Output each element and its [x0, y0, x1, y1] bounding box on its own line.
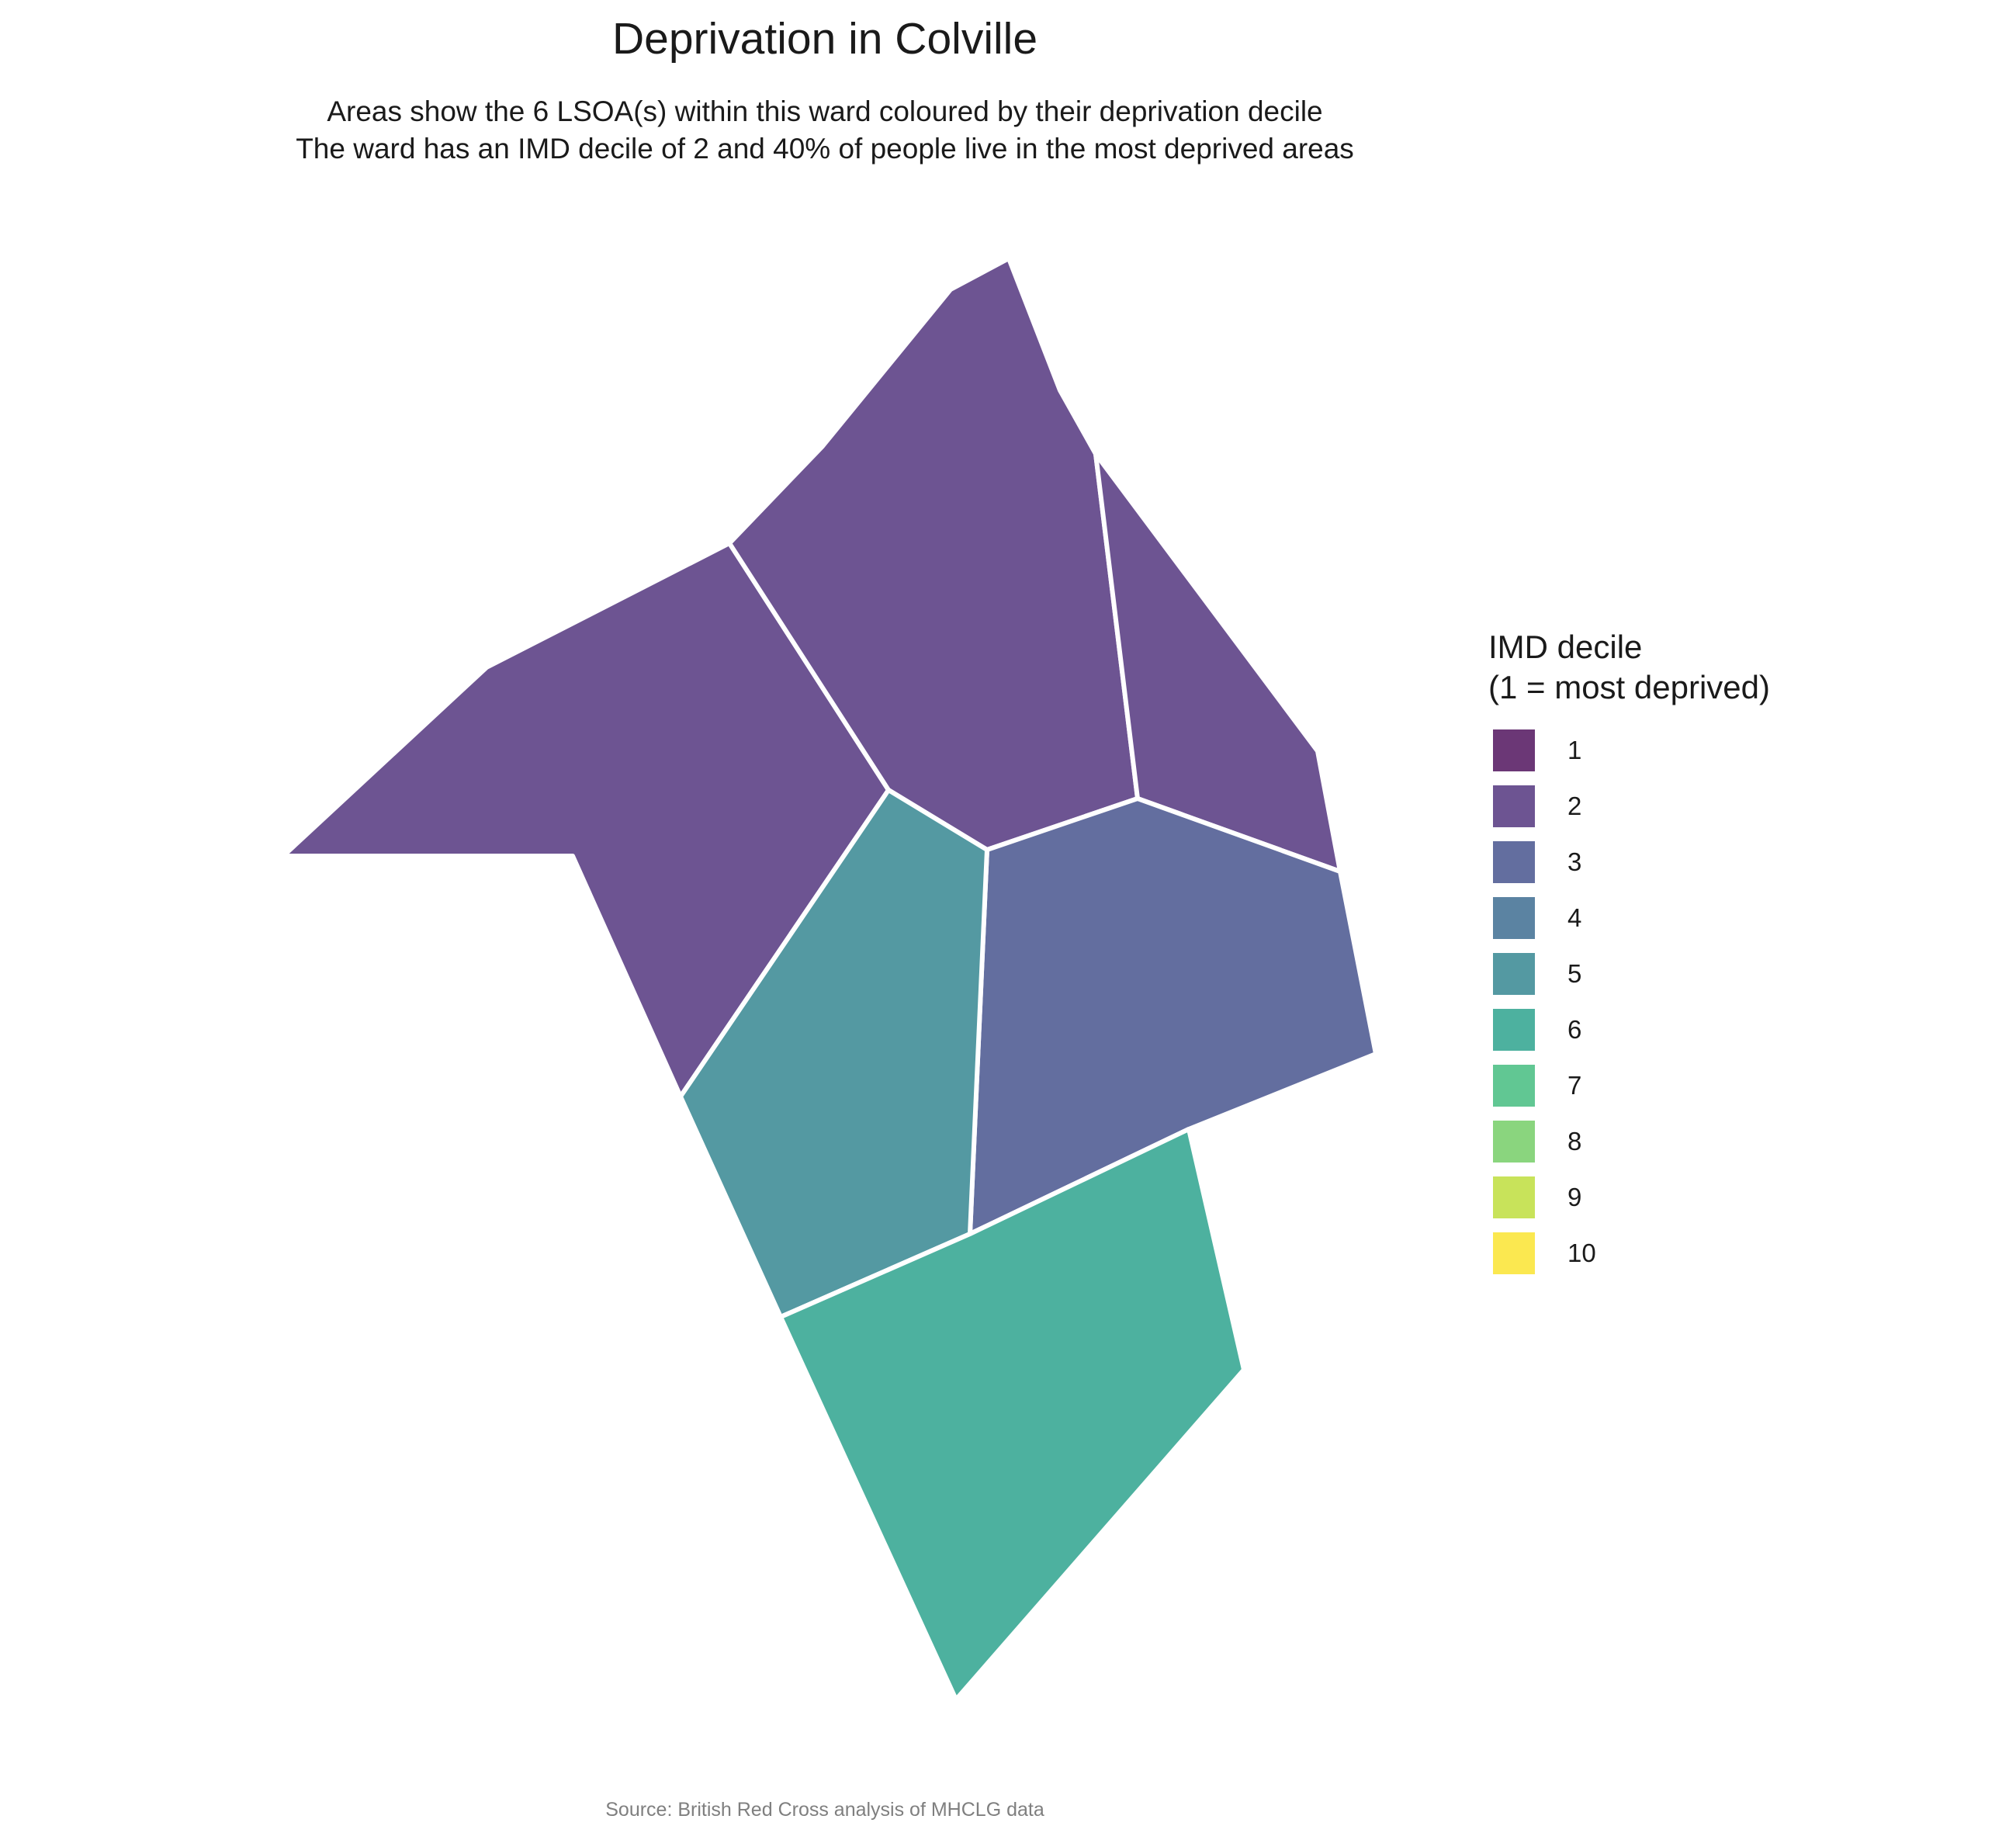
- legend-swatch: [1493, 1065, 1535, 1107]
- legend-label: 7: [1567, 1071, 1582, 1100]
- legend-item-10: 10: [1488, 1232, 1770, 1288]
- legend-item-6: 6: [1488, 1009, 1770, 1065]
- legend-label: 6: [1567, 1015, 1582, 1044]
- legend-swatch: [1493, 1232, 1535, 1274]
- legend-label: 3: [1567, 847, 1582, 876]
- chart-subtitle: Areas show the 6 LSOA(s) within this war…: [0, 93, 1650, 168]
- legend-swatch: [1493, 785, 1535, 827]
- legend-title-line-2: (1 = most deprived): [1488, 669, 1770, 705]
- legend-title: IMD decile (1 = most deprived): [1488, 627, 1770, 708]
- legend-item-8: 8: [1488, 1121, 1770, 1176]
- legend-swatch: [1493, 841, 1535, 883]
- legend-label: 2: [1567, 792, 1582, 820]
- legend-item-5: 5: [1488, 953, 1770, 1009]
- legend-item-2: 2: [1488, 785, 1770, 841]
- source-caption: Source: British Red Cross analysis of MH…: [605, 1799, 1044, 1821]
- legend-item-4: 4: [1488, 897, 1770, 953]
- legend-label: 8: [1567, 1127, 1582, 1156]
- legend-swatch: [1493, 1121, 1535, 1163]
- legend-label: 9: [1567, 1183, 1582, 1211]
- legend-item-9: 9: [1488, 1176, 1770, 1232]
- legend-swatch: [1493, 1009, 1535, 1051]
- legend-swatch: [1493, 1176, 1535, 1218]
- legend-swatch: [1493, 953, 1535, 995]
- legend-item-7: 7: [1488, 1065, 1770, 1121]
- legend-swatch: [1493, 897, 1535, 939]
- legend-swatch: [1493, 729, 1535, 771]
- legend-items: 1 2 3 4 5 6 7 8 9 10: [1488, 729, 1770, 1288]
- subtitle-line-2: The ward has an IMD decile of 2 and 40% …: [296, 133, 1354, 165]
- legend-label: 10: [1567, 1239, 1596, 1267]
- chart-title: Deprivation in Colville: [611, 14, 1038, 64]
- legend-item-3: 3: [1488, 841, 1770, 897]
- lsoa-south: [778, 1127, 1246, 1702]
- legend-label: 5: [1567, 959, 1582, 988]
- subtitle-line-1: Areas show the 6 LSOA(s) within this war…: [327, 95, 1323, 127]
- legend-label: 1: [1567, 736, 1582, 764]
- legend-label: 4: [1567, 903, 1582, 932]
- legend-title-line-1: IMD decile: [1488, 629, 1643, 665]
- legend: IMD decile (1 = most deprived) 1 2 3 4 5 6 7 8 9…: [1488, 627, 1770, 1288]
- legend-item-1: 1: [1488, 729, 1770, 785]
